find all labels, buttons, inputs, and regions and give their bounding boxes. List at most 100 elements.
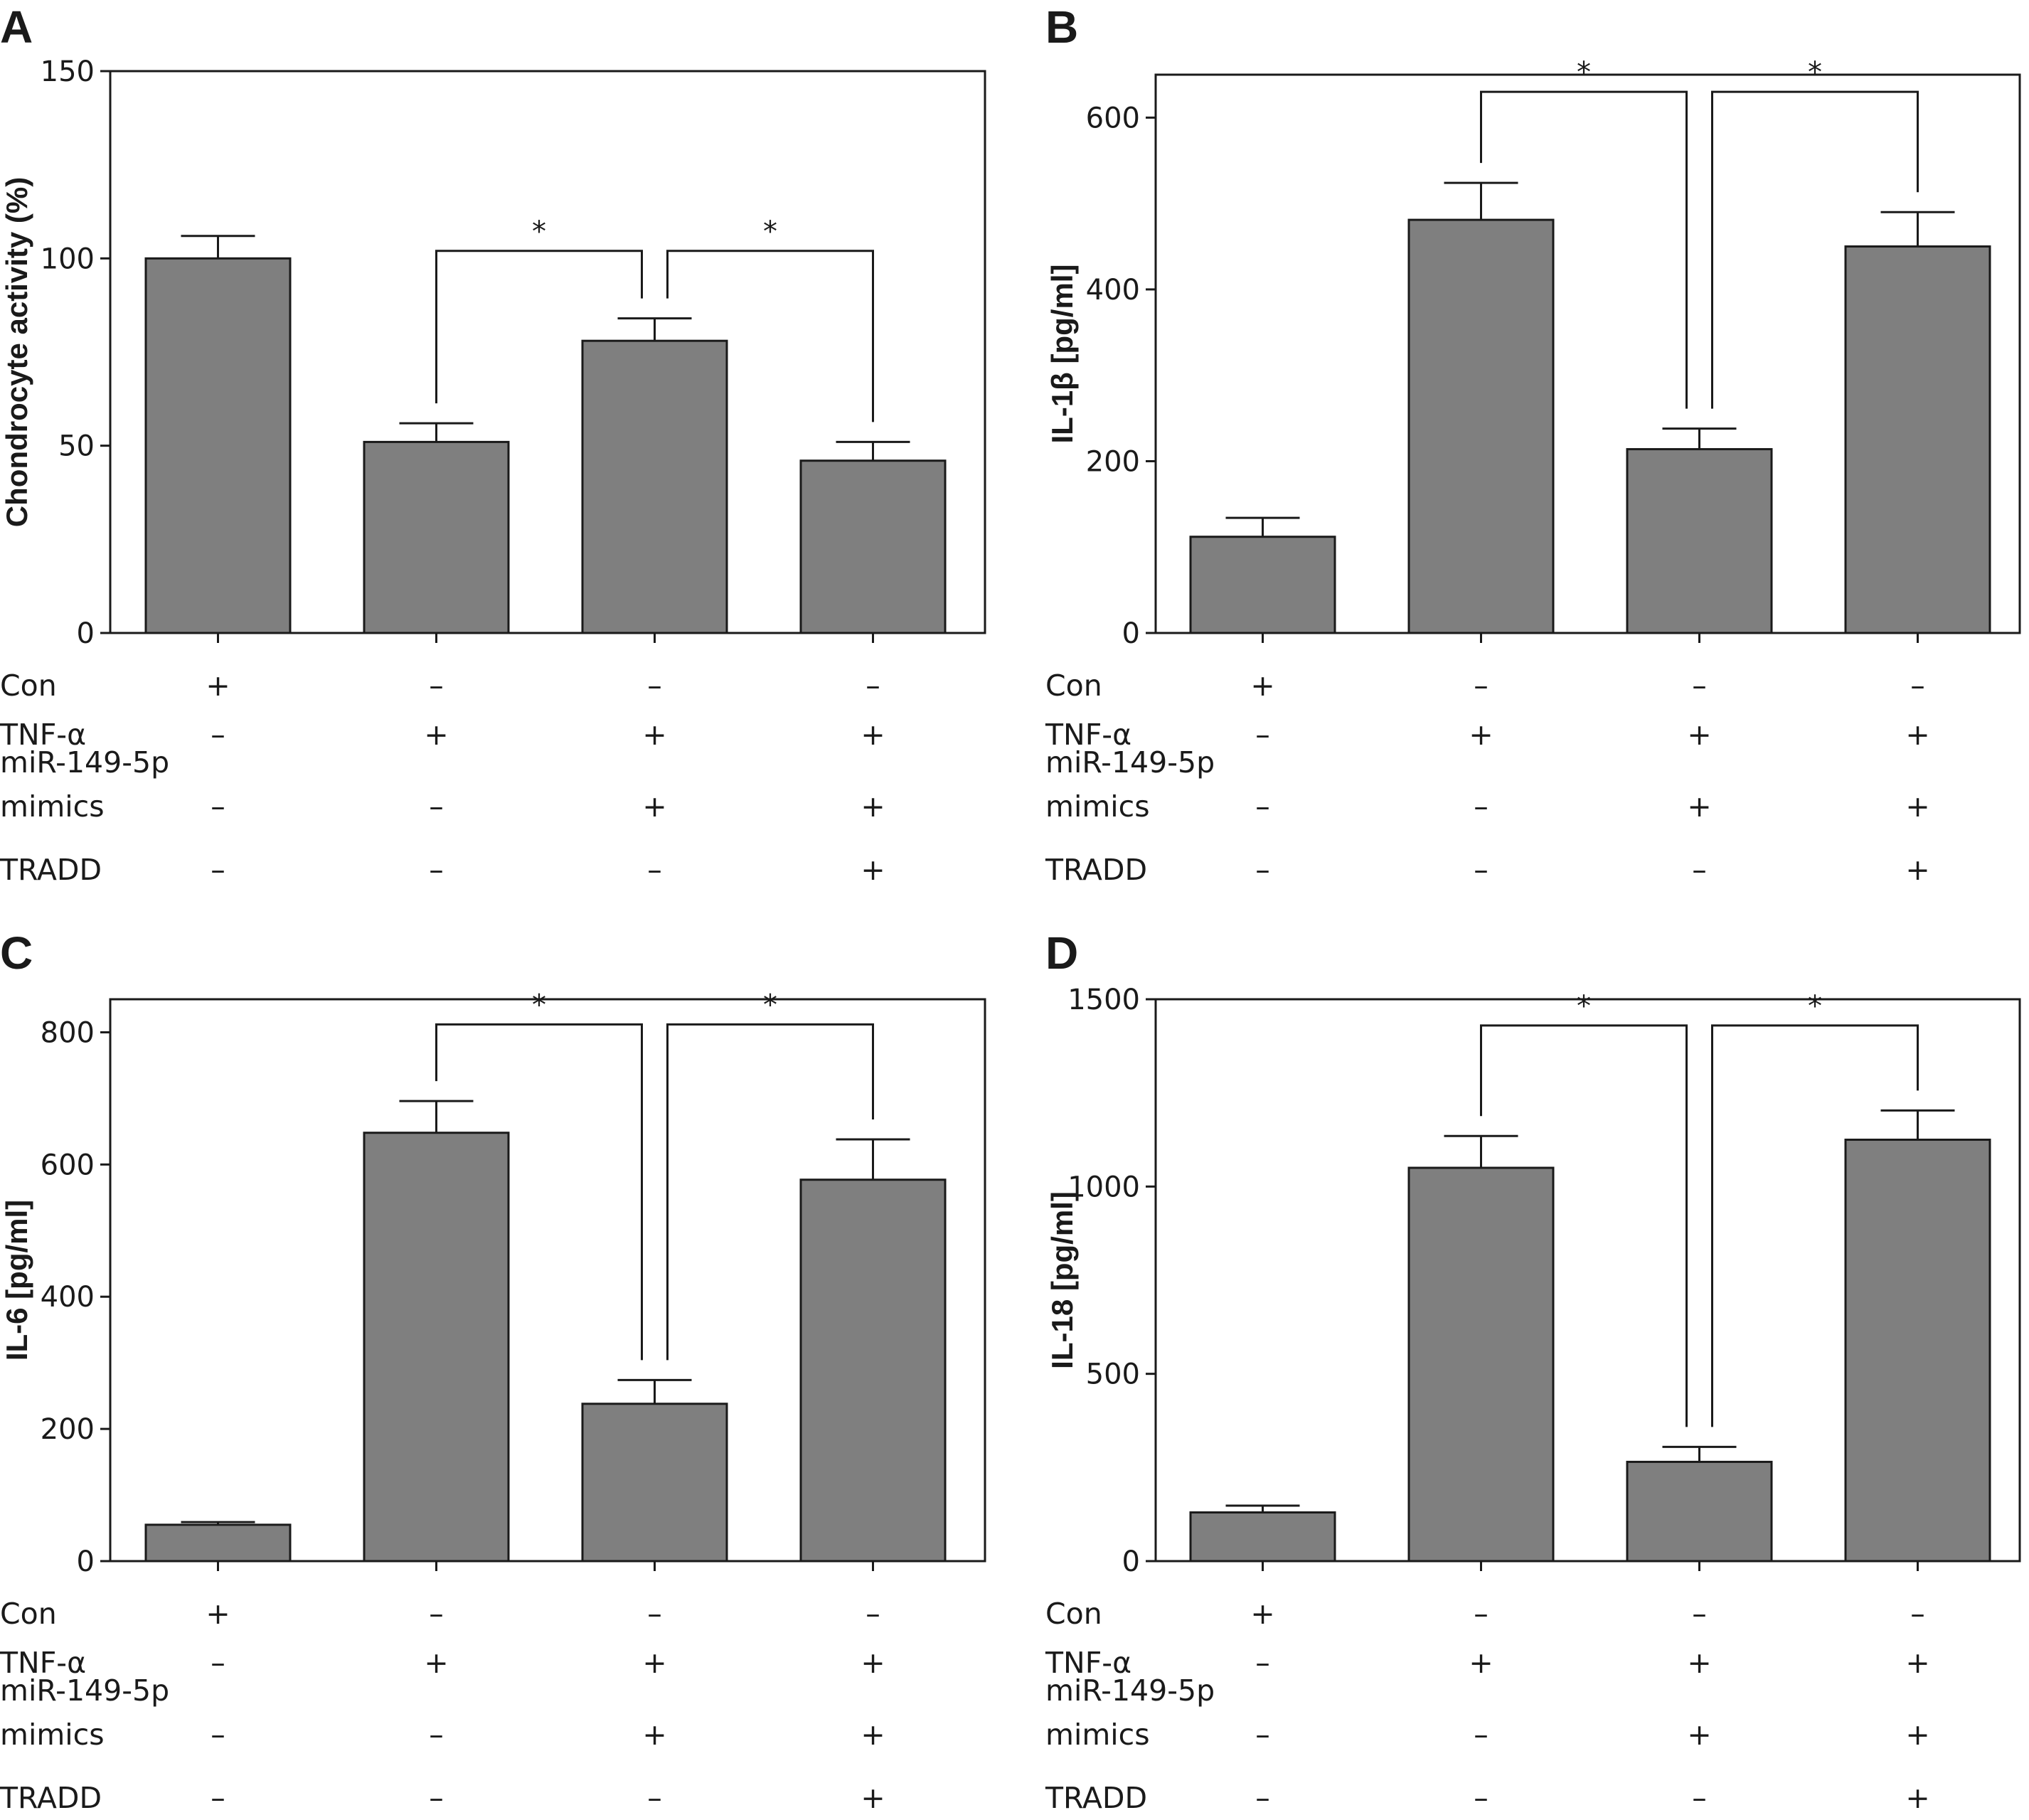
condition-sign: – — [1692, 669, 1707, 703]
panel-letter: A — [0, 1, 33, 53]
condition-sign: + — [206, 669, 230, 703]
y-tick-label: 800 — [41, 1016, 95, 1049]
condition-sign: + — [424, 718, 448, 752]
significance-star: * — [763, 989, 777, 1021]
condition-sign: + — [1905, 1646, 1929, 1680]
y-tick-label: 200 — [41, 1413, 95, 1446]
condition-sign: + — [861, 789, 885, 824]
y-tick-label: 0 — [1122, 1545, 1140, 1578]
condition-sign: – — [1474, 853, 1489, 887]
significance-star: * — [1577, 990, 1591, 1023]
condition-label: TRADD — [1045, 1781, 1147, 1815]
condition-label: TNF-α — [1045, 1646, 1131, 1680]
condition-label: TRADD — [1045, 853, 1147, 887]
condition-sign: – — [211, 1781, 225, 1815]
condition-sign: + — [206, 1597, 230, 1631]
bar — [363, 1132, 510, 1563]
condition-sign: + — [1687, 1718, 1711, 1752]
condition-sign: – — [211, 789, 225, 824]
condition-label: TNF-α — [0, 1646, 86, 1680]
significance-bracket — [1711, 1024, 1919, 1427]
bar — [1189, 1511, 1336, 1563]
panel-letter: D — [1045, 927, 1078, 979]
condition-label: TRADD — [0, 1781, 102, 1815]
panel-a: A 0 50 100 150 Chondrocyte activity (%) * * Con +… — [0, 1, 986, 887]
significance-star: * — [532, 215, 546, 248]
condition-label: Con — [0, 1597, 57, 1631]
condition-sign: + — [642, 718, 666, 752]
y-tick-label: 0 — [1122, 617, 1140, 650]
condition-sign: + — [1469, 718, 1493, 752]
y-tick-label: 0 — [77, 617, 95, 650]
condition-label: miR-149-5p — [1045, 1673, 1215, 1708]
significance-star: * — [1808, 56, 1822, 89]
panel-letter: C — [0, 927, 33, 979]
condition-label: mimics — [1045, 1718, 1150, 1752]
plot-frame — [109, 70, 986, 634]
condition-sign: – — [1255, 1781, 1270, 1815]
condition-sign: – — [647, 669, 662, 703]
condition-label: Con — [1045, 1597, 1102, 1631]
condition-sign: + — [1905, 1781, 1929, 1815]
condition-sign: + — [1905, 789, 1929, 824]
y-tick-label: 1000 — [1067, 1171, 1140, 1203]
significance-bracket — [1711, 90, 1919, 409]
condition-sign: + — [1905, 718, 1929, 752]
plot-frame — [1154, 73, 2021, 634]
condition-sign: + — [1687, 718, 1711, 752]
y-tick-label: 400 — [1086, 274, 1140, 307]
condition-label: Con — [1045, 669, 1102, 703]
plot-frame — [1154, 998, 2021, 1563]
condition-sign: + — [642, 1718, 666, 1752]
y-axis-title: Chondrocyte activity (%) — [0, 177, 33, 527]
condition-sign: + — [861, 1718, 885, 1752]
bar — [799, 1178, 947, 1563]
condition-sign: – — [866, 669, 880, 703]
condition-sign: – — [1474, 1718, 1489, 1752]
bar — [144, 1523, 292, 1563]
condition-label: mimics — [0, 789, 105, 824]
significance-star: * — [532, 989, 546, 1021]
panel-letter: B — [1045, 1, 1078, 53]
significance-bracket — [435, 250, 643, 404]
condition-sign: – — [1474, 789, 1489, 824]
condition-sign: – — [429, 1781, 444, 1815]
condition-label: mimics — [1045, 789, 1150, 824]
y-tick-label: 600 — [1086, 102, 1140, 134]
y-tick-label: 100 — [41, 243, 95, 275]
bar — [1189, 536, 1336, 634]
condition-sign: – — [211, 1718, 225, 1752]
bar — [1626, 448, 1773, 634]
condition-sign: – — [1692, 1781, 1707, 1815]
condition-label: miR-149-5p — [1045, 745, 1215, 779]
condition-sign: – — [1474, 1597, 1489, 1631]
condition-sign: + — [424, 1646, 448, 1680]
bar — [363, 440, 510, 634]
y-tick-label: 1500 — [1067, 984, 1140, 1016]
condition-sign: – — [429, 789, 444, 824]
condition-sign: + — [1905, 1718, 1929, 1752]
condition-sign: – — [1692, 1597, 1707, 1631]
condition-label: TRADD — [0, 853, 102, 887]
condition-label: TNF-α — [0, 718, 86, 752]
significance-bracket — [666, 250, 874, 422]
condition-sign: + — [642, 789, 666, 824]
condition-sign: – — [866, 1597, 880, 1631]
panel-c: C 0 200 400 600 800 IL-6 [pg/ml] * * Con + – – – TNF-α… — [0, 927, 986, 1815]
condition-sign: – — [647, 1781, 662, 1815]
bar — [1407, 1166, 1555, 1563]
y-axis-title: IL-6 [pg/ml] — [0, 1200, 33, 1361]
y-axis-title: IL-1β [pg/ml] — [1045, 265, 1079, 444]
y-tick-label: 150 — [41, 55, 95, 88]
bar — [799, 459, 947, 634]
y-axis-title: IL-18 [pg/ml] — [1045, 1191, 1079, 1369]
condition-sign: – — [647, 853, 662, 887]
y-tick-label: 500 — [1086, 1358, 1140, 1391]
condition-sign: + — [861, 853, 885, 887]
bar — [581, 339, 728, 634]
condition-label: miR-149-5p — [0, 745, 169, 779]
condition-sign: + — [1250, 669, 1274, 703]
condition-sign: + — [1250, 1597, 1274, 1631]
condition-sign: – — [1255, 718, 1270, 752]
